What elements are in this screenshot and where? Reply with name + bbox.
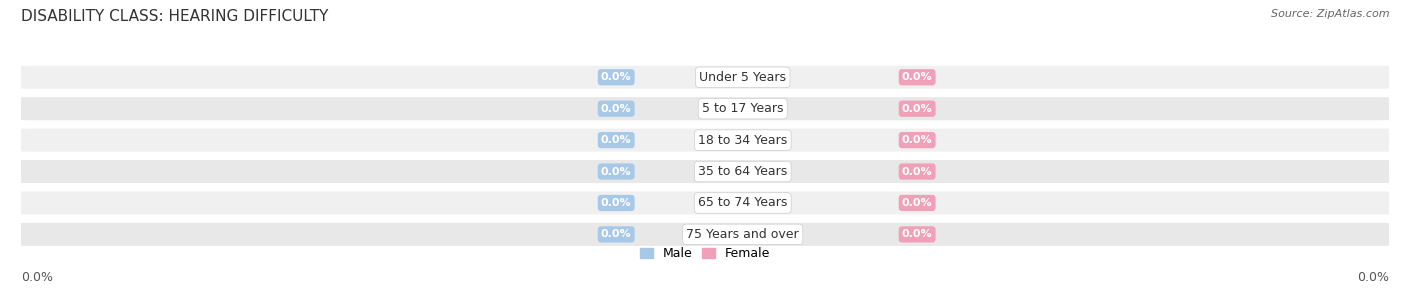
- Text: 65 to 74 Years: 65 to 74 Years: [697, 196, 787, 210]
- Text: Source: ZipAtlas.com: Source: ZipAtlas.com: [1271, 9, 1389, 19]
- FancyBboxPatch shape: [7, 96, 1403, 121]
- Text: 0.0%: 0.0%: [600, 198, 631, 208]
- Text: 75 Years and over: 75 Years and over: [686, 228, 799, 241]
- FancyBboxPatch shape: [7, 222, 1403, 247]
- FancyBboxPatch shape: [7, 65, 1403, 90]
- Text: 0.0%: 0.0%: [600, 167, 631, 177]
- FancyBboxPatch shape: [7, 190, 1403, 216]
- Legend: Male, Female: Male, Female: [640, 247, 770, 260]
- Text: 0.0%: 0.0%: [901, 104, 932, 114]
- Text: 0.0%: 0.0%: [901, 135, 932, 145]
- Text: 0.0%: 0.0%: [600, 104, 631, 114]
- Text: 18 to 34 Years: 18 to 34 Years: [699, 134, 787, 147]
- Text: 0.0%: 0.0%: [901, 198, 932, 208]
- FancyBboxPatch shape: [7, 159, 1403, 184]
- Text: 0.0%: 0.0%: [600, 72, 631, 82]
- Text: 0.0%: 0.0%: [901, 72, 932, 82]
- Text: 0.0%: 0.0%: [901, 229, 932, 239]
- Text: DISABILITY CLASS: HEARING DIFFICULTY: DISABILITY CLASS: HEARING DIFFICULTY: [21, 9, 329, 24]
- Text: 0.0%: 0.0%: [600, 229, 631, 239]
- Text: 0.0%: 0.0%: [901, 167, 932, 177]
- Text: 0.0%: 0.0%: [1357, 271, 1389, 284]
- Text: Under 5 Years: Under 5 Years: [699, 71, 786, 84]
- Text: 0.0%: 0.0%: [21, 271, 53, 284]
- Text: 35 to 64 Years: 35 to 64 Years: [699, 165, 787, 178]
- Text: 5 to 17 Years: 5 to 17 Years: [702, 102, 783, 115]
- Text: 0.0%: 0.0%: [600, 135, 631, 145]
- FancyBboxPatch shape: [7, 127, 1403, 153]
